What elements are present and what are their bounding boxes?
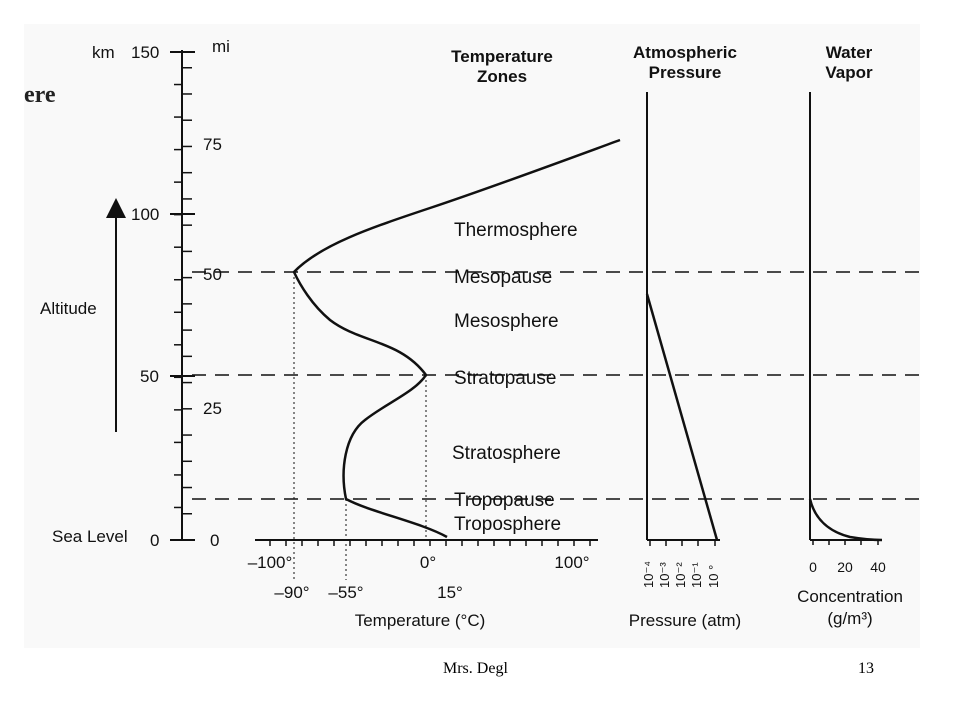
- km-tick-label-50: 50: [140, 367, 159, 386]
- pressure-tick-labels: 10⁻⁴ 10⁻³ 10⁻² 10⁻¹ 10 °: [641, 561, 721, 588]
- temp-tick-label-15: 15°: [437, 583, 463, 602]
- temp-tick-label-100: 100°: [554, 553, 589, 572]
- zone-label-tropopause: Tropopause: [454, 490, 555, 511]
- footer-page-number: 13: [858, 660, 874, 677]
- water-axis-title-line1: Concentration: [797, 587, 903, 606]
- column-headers: Temperature Zones Atmospheric Pressure W…: [451, 43, 873, 86]
- water-vapor-panel: 0 20 40 Concentration (g/m³): [797, 92, 903, 628]
- sea-level-label: Sea Level: [52, 527, 128, 546]
- header-temperature-line2: Zones: [477, 67, 527, 86]
- temperature-axis-ticks: [269, 540, 591, 546]
- mi-tick-label-50: 50: [203, 265, 222, 284]
- water-tick-label-40: 40: [870, 559, 886, 575]
- pressure-tick-label-1e-2: 10⁻²: [673, 562, 688, 588]
- slide-title-fragment: ere: [24, 82, 56, 108]
- water-vapor-curve: [808, 498, 883, 542]
- zone-label-stratopause: Stratopause: [454, 368, 556, 389]
- pressure-curve: [645, 293, 719, 541]
- mi-tick-label-0: 0: [210, 531, 219, 550]
- km-minor-ticks: [174, 51, 192, 541]
- footer-author: Mrs. Degl: [443, 660, 508, 677]
- temp-tick-label-minus100: –100°: [248, 553, 293, 572]
- water-axis-title-line2: (g/m³): [827, 609, 872, 628]
- pressure-axis-ticks: [649, 540, 716, 546]
- header-pressure-line1: Atmospheric: [633, 43, 737, 62]
- mi-unit-label: mi: [212, 37, 230, 56]
- km-axis: km 150 100 50 0 mi 75 50 25 0: [92, 37, 230, 550]
- water-tick-label-0: 0: [809, 559, 817, 575]
- temperature-axis-title: Temperature (°C): [355, 611, 486, 630]
- zone-label-stratosphere: Stratosphere: [452, 443, 561, 464]
- km-unit-label: km: [92, 43, 115, 62]
- boundary-lines: [192, 271, 920, 500]
- pressure-tick-label-1e0: 10 °: [706, 565, 721, 588]
- km-tick-label-100: 100: [131, 205, 159, 224]
- km-tick-label-0: 0: [150, 531, 159, 550]
- altitude-label: Altitude: [40, 299, 97, 318]
- temperature-curve: [292, 138, 621, 539]
- altitude-indicator: Altitude Sea Level: [40, 198, 128, 546]
- zone-labels: Thermosphere Mesopause Mesosphere Strato…: [452, 220, 578, 535]
- mi-tick-label-25: 25: [203, 399, 222, 418]
- zone-label-troposphere: Troposphere: [454, 514, 561, 535]
- pressure-axis-title: Pressure (atm): [629, 611, 741, 630]
- slide-panel: [24, 24, 920, 648]
- water-tick-label-20: 20: [837, 559, 853, 575]
- water-axis-ticks: [812, 540, 879, 545]
- mi-tick-label-75: 75: [203, 135, 222, 154]
- header-temperature-line1: Temperature: [451, 47, 553, 66]
- header-water-line1: Water: [826, 43, 873, 62]
- pressure-tick-label-1e-3: 10⁻³: [657, 562, 672, 588]
- temp-tick-label-minus90: –90°: [274, 583, 309, 602]
- zone-label-mesopause: Mesopause: [454, 267, 552, 288]
- zone-label-thermosphere: Thermosphere: [454, 220, 578, 241]
- pressure-tick-label-1e-1: 10⁻¹: [689, 562, 704, 588]
- header-pressure-line2: Pressure: [649, 63, 722, 82]
- temp-tick-label-0: 0°: [420, 553, 436, 572]
- km-tick-label-150: 150: [131, 43, 159, 62]
- temperature-axis: –100° 0° 100° –90° –55° 15° Temperature …: [248, 539, 598, 630]
- temp-tick-label-minus55: –55°: [328, 583, 363, 602]
- pressure-tick-label-1e-4: 10⁻⁴: [641, 561, 656, 588]
- zone-label-mesosphere: Mesosphere: [454, 311, 559, 332]
- pressure-panel: 10⁻⁴ 10⁻³ 10⁻² 10⁻¹ 10 ° Pressure (atm): [629, 92, 741, 630]
- header-water-line2: Vapor: [825, 63, 873, 82]
